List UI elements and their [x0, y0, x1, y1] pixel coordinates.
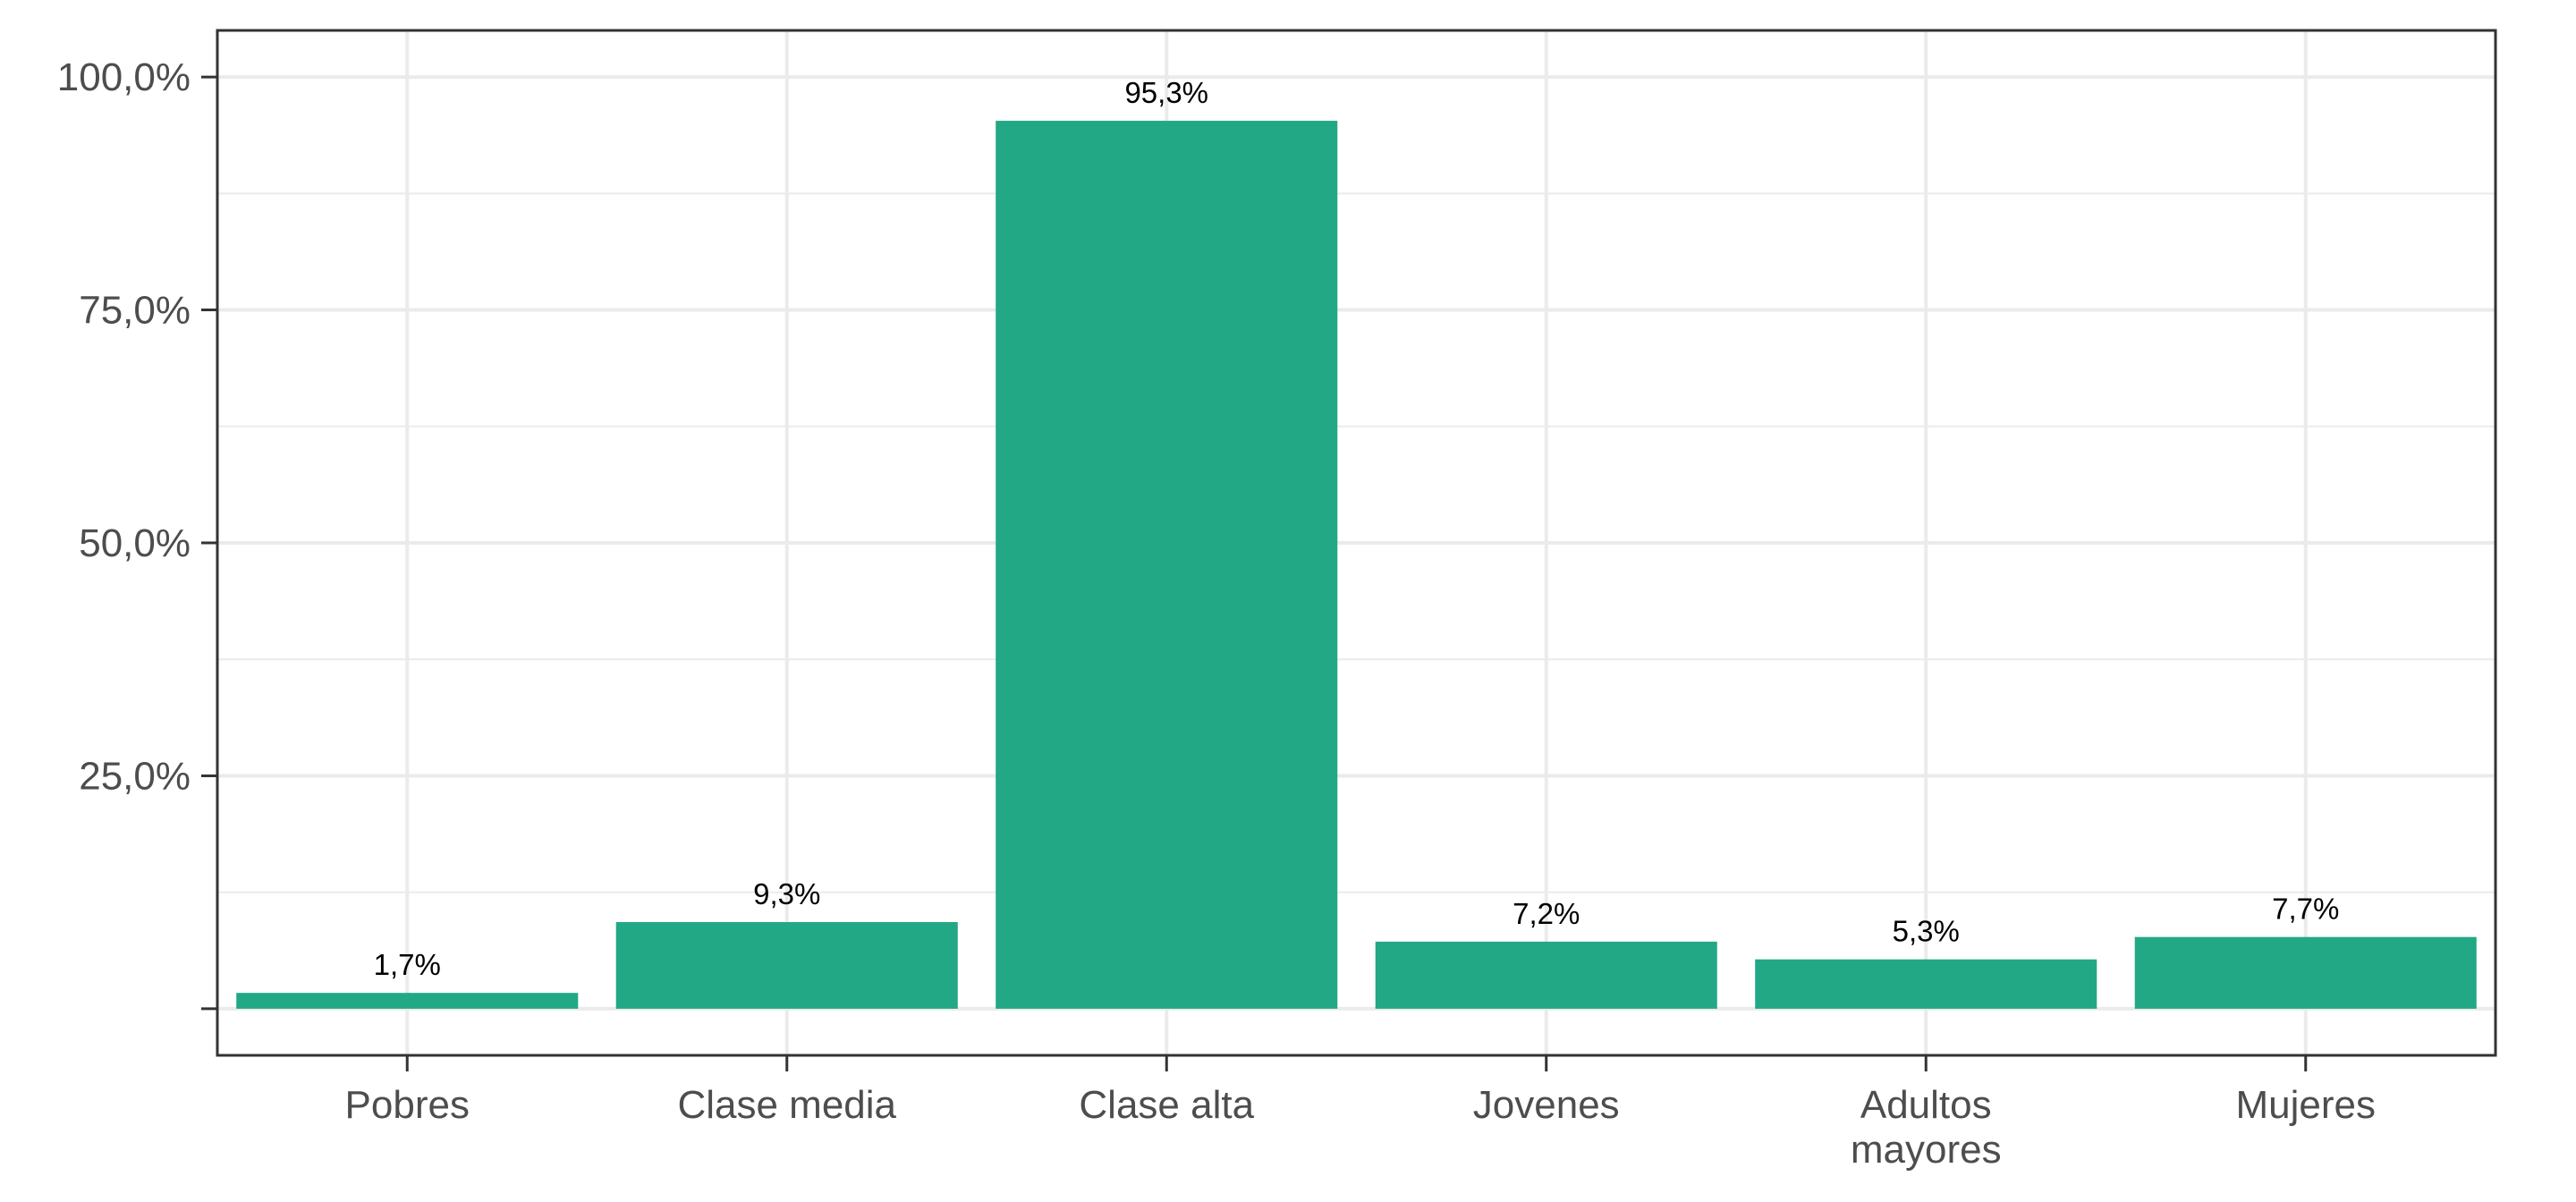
x-tick-label: Mujeres — [2236, 1083, 2377, 1127]
data-label: 9,3% — [753, 877, 820, 910]
x-tick-label-line: Clase alta — [1079, 1083, 1254, 1127]
x-tick-label-line: Jovenes — [1473, 1083, 1620, 1127]
bars — [236, 121, 2477, 1009]
data-label: 7,2% — [1513, 897, 1580, 930]
x-tick-label-line: Adultos — [1860, 1083, 1992, 1127]
x-tick-label: Jovenes — [1473, 1083, 1620, 1127]
data-label: 1,7% — [374, 948, 441, 981]
data-labels: 1,7% 9,3% 95,3% 7,2% 5,3% 7,7% — [374, 76, 2340, 981]
y-tick-label: 100,0% — [57, 55, 191, 99]
x-tick-label-line: Clase media — [677, 1083, 896, 1127]
x-tick-label: Pobres — [345, 1083, 470, 1127]
data-label: 5,3% — [1893, 915, 1960, 948]
x-tick-label-line: Pobres — [345, 1083, 470, 1127]
y-tick-label: 50,0% — [79, 521, 191, 565]
bar — [2134, 936, 2477, 1009]
x-tick-label-line: mayores — [1851, 1128, 2002, 1172]
bar — [1375, 941, 1717, 1009]
bar — [236, 993, 579, 1009]
x-tick-label: Clase alta — [1079, 1083, 1254, 1127]
axes: 25,0% 50,0% 75,0% 100,0% Pobres Clase media Cl… — [57, 55, 2376, 1172]
y-tick-label: 75,0% — [79, 289, 191, 333]
bar — [1755, 959, 2097, 1009]
bar — [996, 121, 1338, 1009]
data-label: 7,7% — [2272, 893, 2339, 926]
gridlines — [217, 30, 2496, 1055]
x-tick-label: Clase media — [677, 1083, 896, 1127]
bar — [615, 922, 958, 1009]
y-tick-label: 25,0% — [79, 754, 191, 798]
x-tick-label: Adultos mayores — [1851, 1083, 2002, 1172]
data-label: 95,3% — [1124, 76, 1208, 109]
x-tick-label-line: Mujeres — [2236, 1083, 2377, 1127]
